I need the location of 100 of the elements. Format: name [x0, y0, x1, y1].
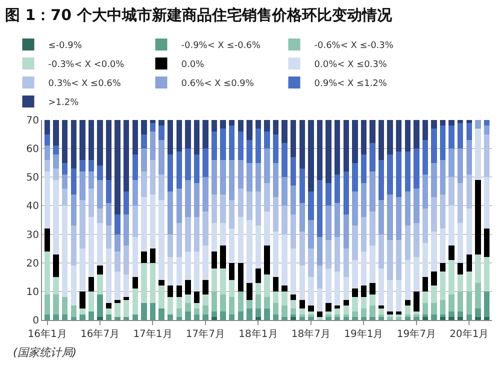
- bar: [228, 228, 235, 263]
- bar: [466, 254, 472, 272]
- bar: [255, 128, 262, 163]
- bar: [124, 274, 130, 298]
- bar: [124, 120, 130, 192]
- bar: [255, 162, 262, 192]
- bar: [80, 171, 86, 200]
- bar: [458, 148, 464, 183]
- bar: [299, 266, 306, 300]
- bar: [316, 120, 323, 180]
- bar: [238, 131, 244, 160]
- bar: [220, 246, 226, 269]
- bar: [228, 262, 235, 280]
- bar: [70, 194, 76, 226]
- bar: [282, 317, 288, 320]
- bar: [124, 246, 130, 274]
- bar: [396, 311, 402, 314]
- bar: [211, 131, 218, 160]
- bar: [150, 160, 156, 194]
- bar: [53, 120, 59, 146]
- legend-label: 0.3%< X ≤0.6%: [48, 79, 122, 90]
- bar: [440, 317, 446, 320]
- bar: [106, 120, 112, 180]
- bar: [440, 300, 446, 314]
- bar: [132, 206, 138, 238]
- bar: [80, 314, 86, 320]
- bar: [80, 120, 86, 160]
- bar: [97, 120, 103, 166]
- bar: [185, 180, 191, 218]
- bar: [141, 262, 147, 303]
- bar: [282, 291, 288, 306]
- bar: [282, 142, 288, 178]
- bar: [422, 208, 428, 243]
- bar: [88, 160, 94, 172]
- bar: [422, 174, 428, 209]
- bar: [158, 140, 164, 174]
- bar: [150, 262, 156, 303]
- bar: [167, 191, 174, 234]
- bar: [167, 257, 174, 286]
- bar: [228, 280, 235, 298]
- bar: [448, 246, 454, 260]
- bar: [352, 162, 358, 192]
- bar: [334, 202, 340, 238]
- bar: [484, 126, 490, 134]
- bar: [220, 128, 226, 160]
- bar: [440, 126, 446, 160]
- bar: [211, 251, 218, 269]
- bar: [53, 180, 59, 254]
- bar: [396, 151, 402, 198]
- bar: [44, 171, 50, 229]
- bar: [124, 300, 130, 318]
- bar: [343, 306, 349, 314]
- bar: [404, 300, 410, 306]
- bar: [246, 220, 252, 283]
- bar: [308, 191, 314, 220]
- bar: [378, 200, 384, 234]
- bar: [194, 302, 200, 309]
- bar: [431, 302, 437, 314]
- bar: [44, 160, 50, 172]
- bar: [370, 246, 376, 283]
- y-tick-label: 0: [32, 316, 39, 326]
- bar: [414, 317, 420, 320]
- bar: [44, 120, 50, 134]
- y-tick-label: 20: [26, 258, 39, 270]
- bar: [290, 120, 296, 158]
- bar: [202, 211, 208, 246]
- bar: [334, 237, 340, 272]
- bar: [88, 120, 94, 160]
- bar: [272, 277, 279, 292]
- bar: [299, 308, 306, 314]
- bar: [458, 274, 464, 292]
- bar: [272, 291, 279, 303]
- bar: [194, 182, 200, 218]
- bar: [255, 317, 262, 320]
- x-tick-label: 17年1月: [133, 328, 172, 340]
- bar: [448, 294, 454, 312]
- bar: [387, 311, 393, 314]
- bar: [360, 286, 367, 298]
- bar: [176, 317, 182, 320]
- bar: [308, 220, 314, 249]
- bar: [343, 171, 349, 214]
- bar: [299, 120, 306, 169]
- bar: [150, 302, 156, 320]
- bar: [484, 134, 490, 178]
- bar: [475, 120, 481, 129]
- bar: [431, 120, 437, 129]
- x-tick-label: 16年7月: [80, 328, 120, 340]
- bar: [440, 262, 446, 272]
- bar: [132, 288, 138, 314]
- legend-label: 0.9%< X ≤1.2%: [314, 79, 388, 90]
- bar: [290, 214, 296, 249]
- x-tick-label: 18年7月: [291, 328, 330, 340]
- bar: [326, 317, 332, 320]
- bar: [185, 280, 191, 294]
- bar: [308, 306, 314, 312]
- bar: [431, 197, 437, 232]
- bar: [246, 140, 252, 163]
- bar: [290, 317, 296, 320]
- bar: [88, 311, 94, 320]
- bar: [167, 286, 174, 298]
